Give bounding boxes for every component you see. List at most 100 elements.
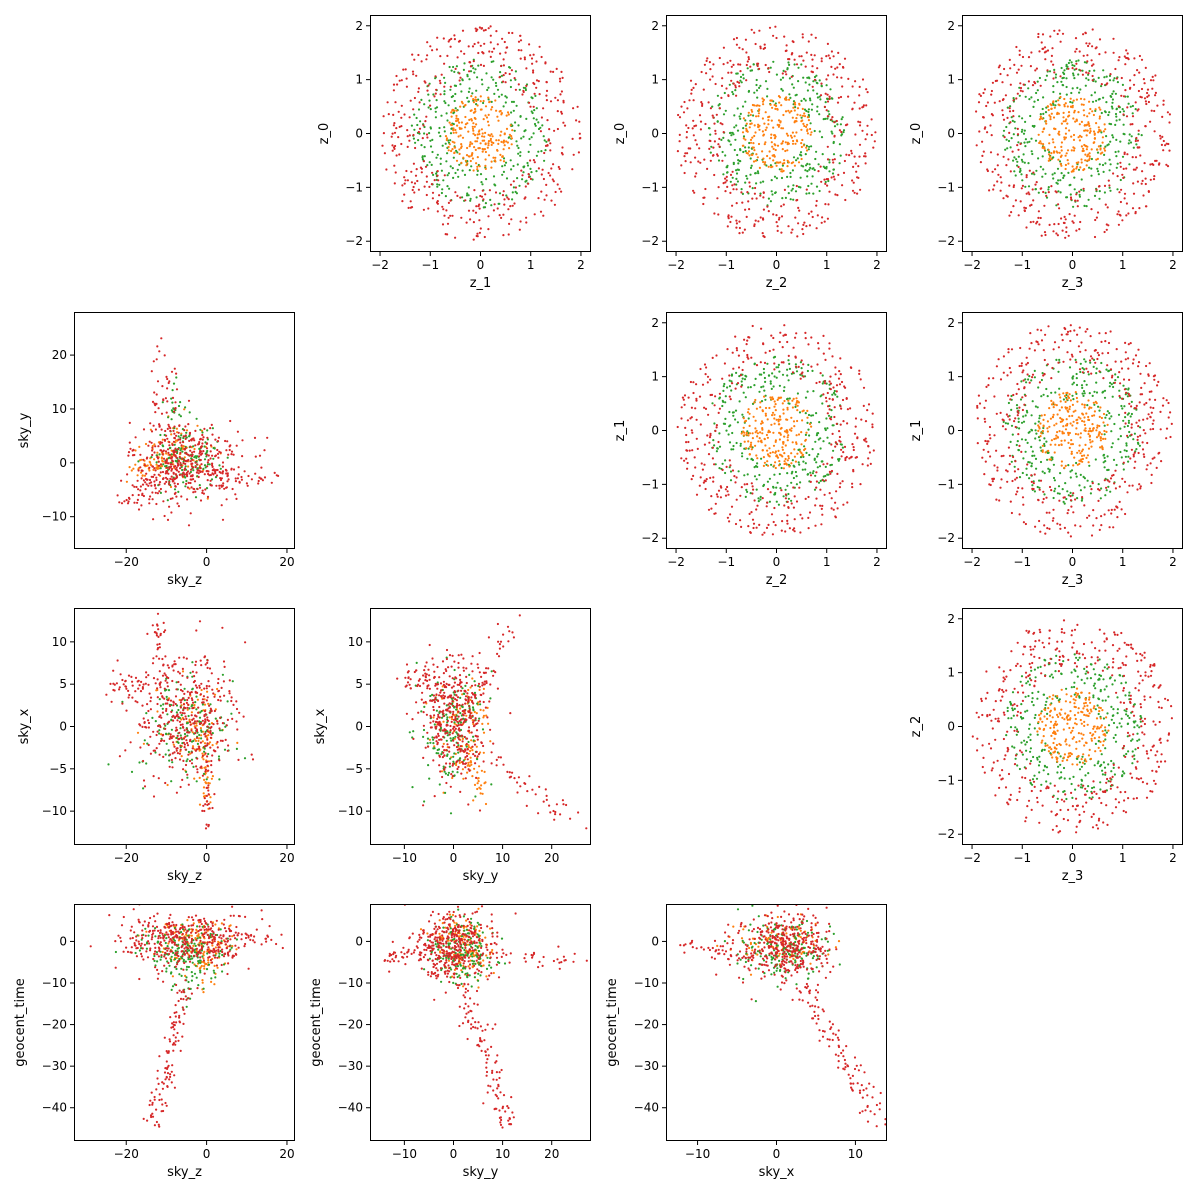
scatter-point <box>205 455 208 458</box>
scatter-point <box>562 99 565 102</box>
scatter-point <box>523 165 526 168</box>
scatter-point <box>826 391 829 395</box>
scatter-point <box>455 114 458 117</box>
scatter-point <box>785 73 788 76</box>
scatter-point <box>1075 47 1078 51</box>
scatter-point <box>794 365 798 368</box>
scatter-point <box>1072 138 1076 141</box>
scatter-point <box>533 92 536 95</box>
scatter-point <box>807 119 811 122</box>
scatter-point <box>1114 123 1117 126</box>
scatter-point <box>813 129 816 133</box>
scatter-point <box>461 29 465 32</box>
scatter-point <box>819 488 822 491</box>
scatter-point <box>811 85 814 88</box>
scatter-point <box>236 477 239 480</box>
scatter-point <box>1012 109 1015 112</box>
scatter-point <box>183 456 186 459</box>
scatter-point <box>1080 178 1083 181</box>
scatter-point <box>476 168 479 171</box>
scatter-point <box>450 69 453 72</box>
scatter-point <box>792 198 795 201</box>
scatter-point <box>198 466 201 469</box>
scatter-point <box>445 112 448 115</box>
scatter-point <box>828 347 831 350</box>
scatter-point <box>162 500 165 503</box>
scatter-point <box>1128 163 1131 166</box>
scatter-point <box>759 361 762 364</box>
scatter-point <box>1129 123 1132 126</box>
scatter-point <box>777 218 781 221</box>
scatter-point <box>797 66 800 69</box>
scatter-point <box>678 116 682 119</box>
scatter-point <box>746 177 749 180</box>
scatter-point <box>750 356 753 359</box>
scatter-point <box>152 475 155 478</box>
scatter-point <box>1093 91 1097 94</box>
scatter-point <box>141 483 145 486</box>
scatter-point <box>770 179 773 182</box>
scatter-point <box>1042 426 1045 430</box>
scatter-point <box>773 375 776 378</box>
scatter-point <box>1072 149 1076 152</box>
scatter-point <box>128 497 131 500</box>
scatter-point <box>490 204 493 207</box>
scatter-point <box>177 438 180 441</box>
scatter-point <box>441 223 445 226</box>
scatter-point <box>826 462 829 465</box>
scatter-point <box>508 222 511 225</box>
scatter-point <box>1085 148 1088 151</box>
scatter-point <box>1029 65 1032 68</box>
scatter-point <box>725 175 728 178</box>
scatter-point <box>525 216 528 219</box>
scatter-point <box>753 362 756 365</box>
scatter-point <box>1131 207 1135 210</box>
scatter-point <box>805 51 808 54</box>
scatter-point <box>799 513 802 516</box>
scatter-point <box>1040 41 1043 44</box>
scatter-point <box>686 107 689 110</box>
scatter-point <box>823 493 826 496</box>
scatter-point <box>169 446 172 449</box>
scatter-point <box>775 214 778 217</box>
scatter-point <box>1075 119 1078 122</box>
scatter-point <box>775 221 778 224</box>
scatter-point <box>482 29 485 32</box>
scatter-point <box>1065 196 1068 199</box>
x-tick-label: 0 <box>1069 258 1077 272</box>
scatter-point <box>746 411 750 414</box>
scatter-point <box>1037 210 1040 213</box>
scatter-point <box>811 65 814 68</box>
scatter-point <box>852 470 855 473</box>
scatter-point <box>500 93 503 96</box>
scatter-point <box>827 110 830 113</box>
scatter-point <box>1089 107 1092 111</box>
scatter-point <box>431 197 434 200</box>
scatter-point <box>141 474 144 477</box>
scatter-point <box>426 136 429 139</box>
scatter-point <box>999 189 1002 192</box>
scatter-point <box>805 144 809 147</box>
scatter-point <box>760 441 763 444</box>
scatter-point <box>774 440 777 443</box>
scatter-point <box>1139 426 1142 429</box>
scatter-point <box>190 474 193 477</box>
scatter-point <box>833 158 836 161</box>
scatter-point <box>186 470 190 473</box>
scatter-point <box>530 171 533 174</box>
scatter-point <box>1117 210 1120 213</box>
scatter-point <box>487 96 490 99</box>
scatter-point <box>811 215 814 219</box>
scatter-point <box>1125 449 1128 453</box>
scatter-point <box>1058 207 1061 210</box>
scatter-point <box>983 127 986 130</box>
scatter-point <box>1109 123 1113 126</box>
series-2 <box>116 337 280 527</box>
scatter-point <box>775 500 778 503</box>
scatter-point <box>805 164 808 167</box>
scatter-point <box>792 420 796 423</box>
scatter-point <box>474 27 477 30</box>
scatter-point <box>1001 81 1004 84</box>
scatter-point <box>745 174 748 178</box>
scatter-point <box>1059 92 1062 95</box>
